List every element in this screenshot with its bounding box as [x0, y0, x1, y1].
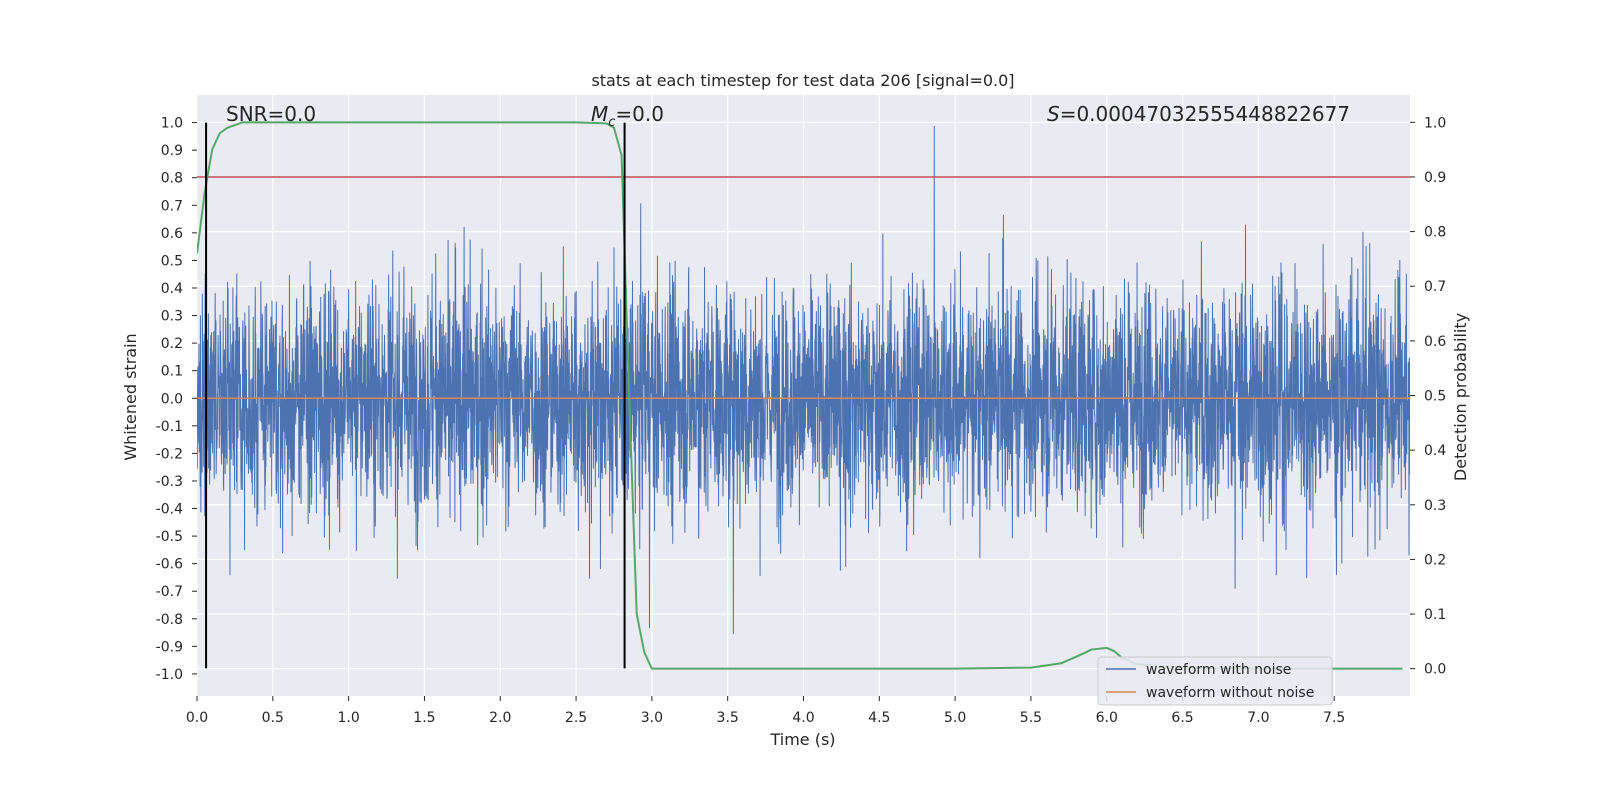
x-tick-label: 2.5 [565, 710, 587, 726]
y-tick-label: 0.5 [161, 253, 183, 269]
x-tick-label: 6.5 [1171, 710, 1193, 726]
chirp-mass-annotation: Mc=0.0 [591, 102, 664, 130]
y-right-tick-label: 1.0 [1424, 115, 1446, 131]
y-tick-label: -0.2 [156, 446, 183, 462]
y-right-tick-label: 0.3 [1424, 498, 1446, 514]
x-tick-label: 6.0 [1096, 710, 1118, 726]
x-axis-ticks: 0.0 0.5 1.0 1.5 2.0 2.5 3.0 3.5 4.0 4.5 5.0 5.5 6.0 6… [186, 696, 1345, 726]
y-tick-label: -0.3 [156, 474, 183, 490]
s-symbol: S [1047, 102, 1060, 126]
chirp-mass-symbol: M [591, 102, 608, 126]
y-axis-right-ticks: 1.0 0.9 0.8 0.7 0.6 0.5 0.4 0.3 0.2 0.1 0.0 [1410, 115, 1446, 678]
x-tick-label: 3.5 [717, 710, 739, 726]
y-tick-label: 1.0 [161, 116, 183, 132]
chirp-mass-subscript: c [608, 115, 615, 130]
plot-layer [197, 121, 1410, 670]
y-tick-label: 0.0 [161, 391, 183, 407]
y-tick-label: -0.4 [156, 502, 183, 518]
y-right-tick-label: 0.0 [1424, 662, 1446, 678]
y-tick-label: -0.7 [156, 584, 183, 600]
x-tick-label: 1.0 [337, 710, 359, 726]
x-tick-label: 4.5 [868, 710, 890, 726]
y-tick-label: -0.8 [156, 612, 183, 628]
legend-box [1097, 656, 1333, 706]
y-tick-label: 0.6 [161, 226, 183, 242]
y-tick-label: 0.1 [161, 364, 183, 380]
x-tick-label: 5.0 [944, 710, 966, 726]
y-tick-label: 0.3 [161, 309, 183, 325]
x-tick-label: 1.5 [413, 710, 435, 726]
x-tick-label: 4.0 [792, 710, 814, 726]
x-axis-label: Time (s) [769, 730, 835, 749]
y-tick-label: -0.1 [156, 419, 183, 435]
y-right-tick-label: 0.6 [1424, 334, 1446, 350]
y-tick-label: -0.9 [156, 639, 183, 655]
x-tick-label: 0.0 [186, 710, 208, 726]
x-tick-label: 7.0 [1247, 710, 1269, 726]
y-tick-label: 0.7 [161, 198, 183, 214]
y-right-tick-label: 0.2 [1424, 552, 1446, 568]
s-value: =0.00047032555448822677 [1060, 102, 1350, 126]
y-axis-label: Whitened strain [121, 333, 140, 460]
vertical-markers [205, 122, 626, 669]
x-tick-label: 2.0 [489, 710, 511, 726]
x-tick-label: 7.5 [1323, 710, 1345, 726]
x-tick-label: 5.5 [1020, 710, 1042, 726]
y-right-tick-label: 0.4 [1424, 443, 1446, 459]
y-axis-ticks: 1.0 0.9 0.8 0.7 0.6 0.5 0.4 0.3 0.2 0.1 0.0 -0.1 -0.… [156, 116, 197, 683]
s-annotation: S=0.00047032555448822677 [1047, 102, 1350, 126]
chart-title: stats at each timestep for test data 206… [591, 71, 1014, 90]
y-right-tick-label: 0.5 [1424, 389, 1446, 405]
detection-probability-line [197, 121, 1403, 670]
x-tick-label: 0.5 [262, 710, 284, 726]
legend-label-clean: waveform without noise [1146, 685, 1314, 701]
y-right-tick-label: 0.7 [1424, 279, 1446, 295]
y-tick-label: -0.6 [156, 557, 183, 573]
x-tick-label: 3.0 [641, 710, 663, 726]
waveform-with-noise-line [197, 125, 1410, 635]
y-tick-label: 0.4 [161, 281, 183, 297]
y-axis-right-label: Detection probability [1451, 313, 1470, 481]
legend: waveform with noise waveform without noi… [1097, 656, 1333, 706]
y-right-tick-label: 0.9 [1424, 170, 1446, 186]
y-tick-label: -0.5 [156, 529, 183, 545]
y-right-tick-label: 0.1 [1424, 607, 1446, 623]
y-tick-label: 0.9 [161, 143, 183, 159]
chirp-mass-value: =0.0 [615, 102, 664, 126]
y-right-tick-label: 0.8 [1424, 225, 1446, 241]
y-tick-label: 0.8 [161, 171, 183, 187]
y-tick-label: -1.0 [156, 667, 183, 683]
y-tick-label: 0.2 [161, 336, 183, 352]
snr-annotation: SNR=0.0 [226, 102, 316, 126]
legend-label-noise: waveform with noise [1146, 662, 1291, 678]
